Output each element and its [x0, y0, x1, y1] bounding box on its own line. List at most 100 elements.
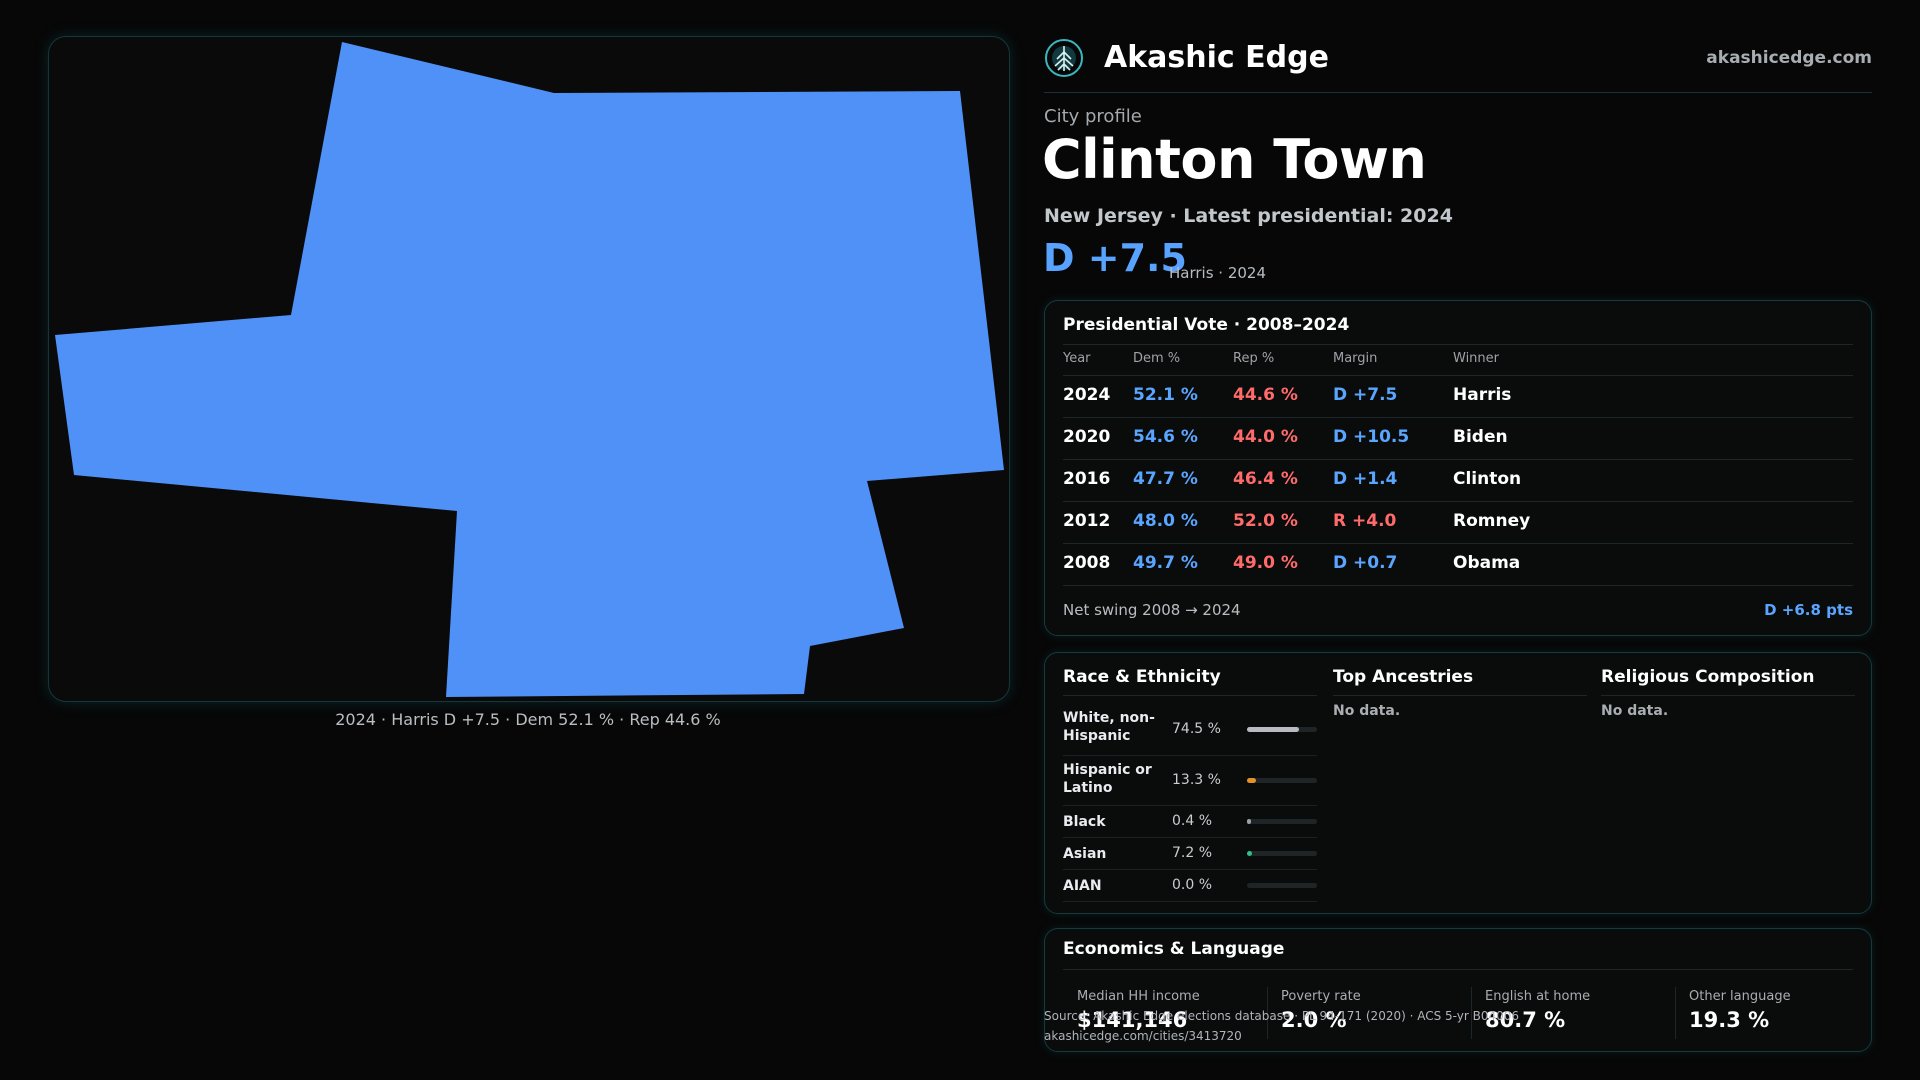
divider	[1333, 695, 1587, 696]
vote-cell-margin: D +1.4	[1333, 469, 1398, 489]
vote-cell-year: 2016	[1063, 469, 1111, 489]
divider	[1063, 543, 1853, 544]
divider	[1471, 987, 1472, 1039]
divider	[1675, 987, 1676, 1039]
race-row: Asian 7.2 %	[1063, 839, 1317, 870]
presidential-vote-card: Presidential Vote · 2008–2024 Year Dem %…	[1044, 300, 1872, 636]
race-label: Asian	[1063, 846, 1107, 862]
stat-label: Median HH income	[1077, 989, 1200, 1004]
vote-cell-margin: D +10.5	[1333, 427, 1410, 447]
stat-english-at-home: English at home 80.7 %	[1485, 989, 1685, 1032]
economics-title: Economics & Language	[1063, 939, 1285, 959]
vote-cell-winner: Biden	[1453, 427, 1508, 447]
stat-median-income: Median HH income $141,146	[1077, 989, 1277, 1032]
col-header-rep: Rep %	[1233, 351, 1275, 366]
divider	[1267, 987, 1268, 1039]
stat-label: Other language	[1689, 989, 1791, 1004]
race-bar-track	[1247, 727, 1317, 732]
divider	[1063, 585, 1853, 586]
site-header: Akashic Edge akashicedge.com	[1044, 36, 1872, 93]
vote-cell-dem: 52.1 %	[1133, 385, 1198, 405]
divider	[1063, 501, 1853, 502]
vote-cell-rep: 46.4 %	[1233, 469, 1298, 489]
stat-label: English at home	[1485, 989, 1591, 1004]
stat-value: $141,146	[1077, 1008, 1188, 1032]
vote-cell-year: 2012	[1063, 511, 1111, 531]
vote-cell-year: 2020	[1063, 427, 1111, 447]
city-boundary-shape[interactable]	[55, 42, 1004, 697]
race-title: Race & Ethnicity	[1063, 667, 1221, 687]
net-swing-value: D +6.8 pts	[1764, 601, 1853, 619]
source-footer: Source: Akashic Edge elections database …	[1044, 1006, 1519, 1046]
vote-cell-winner: Obama	[1453, 553, 1521, 573]
divider	[1063, 344, 1853, 345]
race-label: AIAN	[1063, 878, 1102, 894]
vote-cell-dem: 54.6 %	[1133, 427, 1198, 447]
divider	[1063, 969, 1853, 970]
vote-cell-winner: Clinton	[1453, 469, 1522, 489]
vote-cell-dem: 49.7 %	[1133, 553, 1198, 573]
site-link[interactable]: akashicedge.com	[1706, 48, 1872, 68]
vote-cell-rep: 44.0 %	[1233, 427, 1298, 447]
city-map[interactable]	[48, 36, 1010, 702]
economics-card: Economics & Language Median HH income $1…	[1044, 928, 1872, 1052]
race-row: Black 0.4 %	[1063, 807, 1317, 838]
vote-cell-winner: Harris	[1453, 385, 1512, 405]
race-label: White, non-Hispanic	[1063, 710, 1155, 744]
vote-card-title: Presidential Vote · 2008–2024	[1063, 315, 1350, 335]
vote-cell-rep: 49.0 %	[1233, 553, 1298, 573]
vote-cell-margin: R +4.0	[1333, 511, 1397, 531]
profile-kicker: City profile	[1044, 106, 1142, 127]
tree-icon[interactable]	[1044, 38, 1084, 78]
vote-cell-margin: D +7.5	[1333, 385, 1398, 405]
race-row: AIAN 0.0 %	[1063, 871, 1317, 902]
vote-cell-winner: Romney	[1453, 511, 1531, 531]
latest-margin: D +7.5	[1043, 236, 1187, 280]
race-row: White, non-Hispanic 74.5 %	[1063, 705, 1317, 756]
divider	[1063, 459, 1853, 460]
vote-cell-dem: 48.0 %	[1133, 511, 1198, 531]
race-bar-track	[1247, 819, 1317, 824]
brand-name[interactable]: Akashic Edge	[1104, 40, 1329, 75]
race-value: 74.5 %	[1172, 721, 1221, 737]
net-swing-label: Net swing 2008 → 2024	[1063, 601, 1241, 619]
race-bar-fill	[1247, 851, 1253, 856]
vote-cell-year: 2008	[1063, 553, 1111, 573]
race-bar-fill	[1247, 727, 1300, 732]
divider	[1063, 695, 1317, 696]
city-boundary-map	[55, 42, 1004, 697]
religion-no-data: No data.	[1601, 703, 1669, 719]
stat-label: Poverty rate	[1281, 989, 1361, 1004]
race-bar-track	[1247, 883, 1317, 888]
race-label: Hispanic or Latino	[1063, 762, 1152, 796]
race-bar-track	[1247, 851, 1317, 856]
demographics-card: Race & Ethnicity White, non-Hispanic 74.5…	[1044, 652, 1872, 914]
race-bar-fill	[1247, 778, 1257, 783]
race-value: 13.3 %	[1172, 772, 1221, 788]
vote-cell-dem: 47.7 %	[1133, 469, 1198, 489]
col-header-winner: Winner	[1453, 351, 1500, 366]
stat-value: 80.7 %	[1485, 1008, 1566, 1032]
col-header-margin: Margin	[1333, 351, 1378, 366]
city-url[interactable]: akashicedge.com/cities/3413720	[1044, 1029, 1242, 1043]
map-caption: 2024 · Harris D +7.5 · Dem 52.1 % · Rep …	[335, 710, 721, 729]
race-bar-track	[1247, 778, 1317, 783]
ancestries-no-data: No data.	[1333, 703, 1401, 719]
race-value: 0.4 %	[1172, 813, 1213, 829]
divider	[1601, 695, 1855, 696]
vote-cell-rep: 44.6 %	[1233, 385, 1298, 405]
vote-cell-rep: 52.0 %	[1233, 511, 1298, 531]
ancestries-title: Top Ancestries	[1333, 667, 1474, 687]
page-title: Clinton Town	[1042, 128, 1427, 191]
divider	[1063, 375, 1853, 376]
col-header-dem: Dem %	[1133, 351, 1181, 366]
source-text: Source: Akashic Edge elections database …	[1044, 1009, 1520, 1023]
race-bar-fill	[1247, 819, 1251, 824]
race-row: Hispanic or Latino 13.3 %	[1063, 757, 1317, 806]
col-header-year: Year	[1063, 351, 1091, 366]
vote-cell-margin: D +0.7	[1333, 553, 1398, 573]
latest-margin-note: Harris · 2024	[1169, 264, 1267, 282]
race-label: Black	[1063, 814, 1106, 830]
divider	[1063, 417, 1853, 418]
race-value: 0.0 %	[1172, 877, 1213, 893]
